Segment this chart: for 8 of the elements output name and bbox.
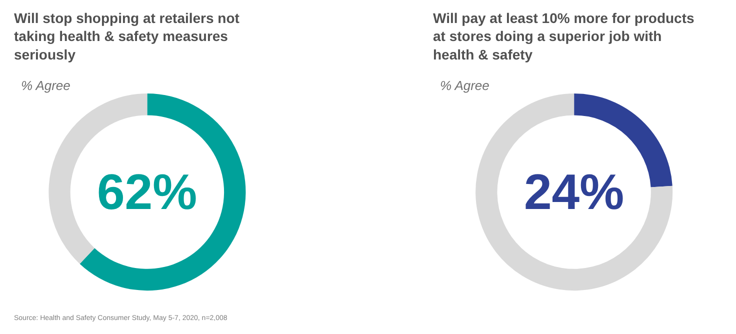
chart-title: Will stop shopping at retailers not taking health & safety measures seriously — [14, 10, 240, 62]
chart-title: Will pay at least 10% more for products at stores doing a superior job with health & safety — [433, 10, 694, 62]
text: 24% — [524, 164, 624, 220]
chart-subtitle: % Agree — [440, 78, 490, 93]
donut-slice — [80, 94, 246, 291]
chart-subtitle: % Agree — [21, 78, 70, 93]
text: 62% — [97, 164, 198, 220]
donut-slice — [476, 94, 672, 290]
